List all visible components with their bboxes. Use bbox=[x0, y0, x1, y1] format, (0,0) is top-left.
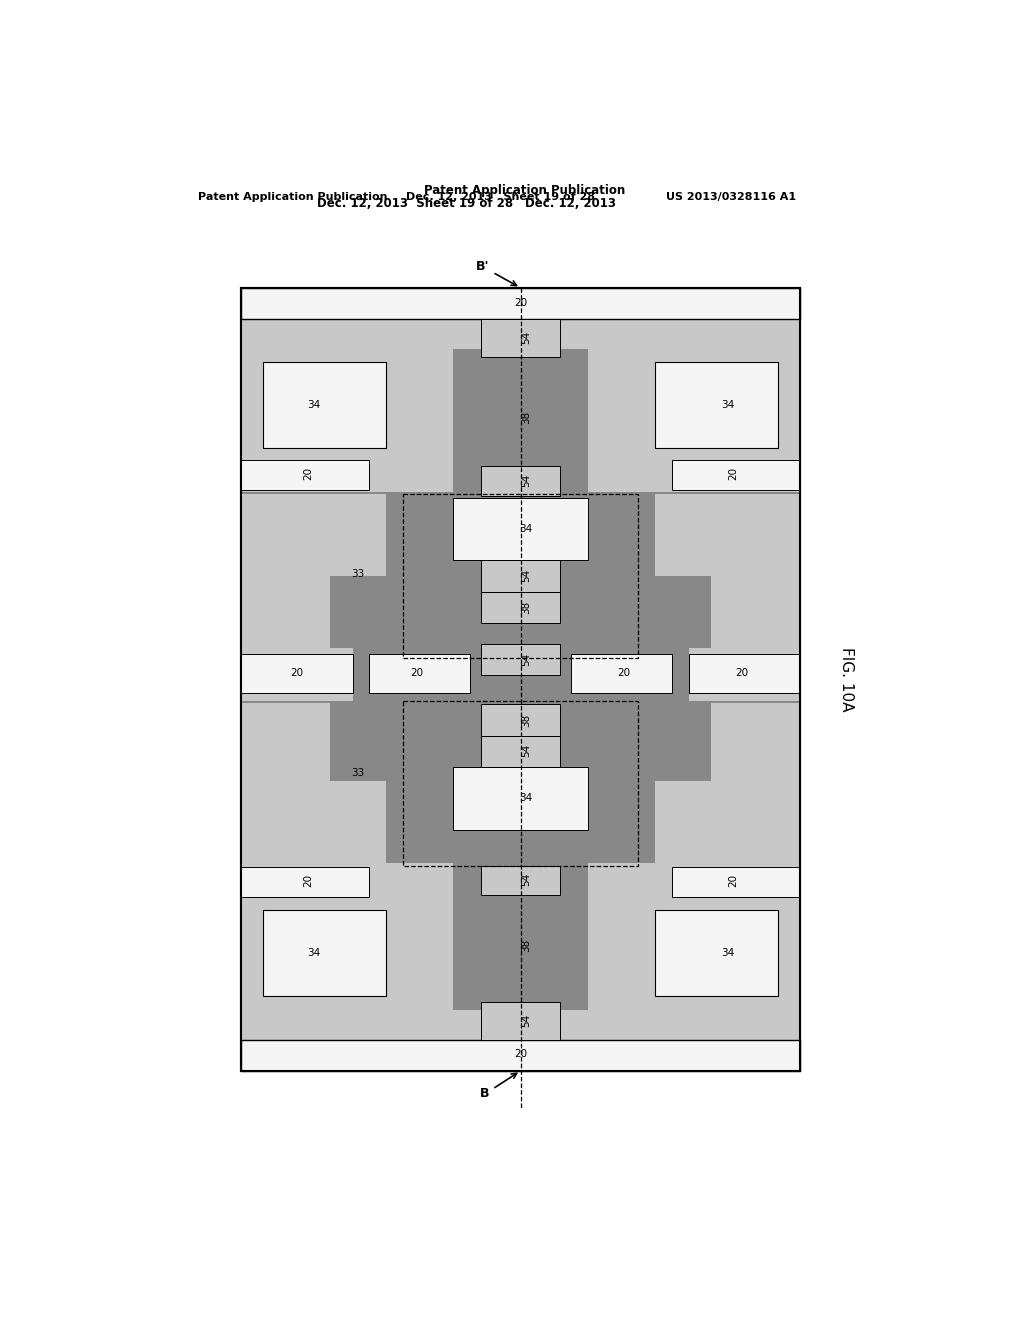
Bar bbox=[454, 767, 588, 830]
Bar bbox=[263, 362, 386, 449]
Text: 33: 33 bbox=[351, 569, 365, 578]
Text: 54: 54 bbox=[521, 873, 531, 887]
Text: 20: 20 bbox=[290, 668, 303, 678]
Text: 38: 38 bbox=[521, 601, 531, 614]
Bar bbox=[241, 884, 454, 1041]
Bar bbox=[588, 470, 801, 492]
Bar bbox=[241, 288, 801, 319]
Text: 20: 20 bbox=[728, 467, 738, 480]
Text: Dec. 12, 2013  Sheet 19 of 28: Dec. 12, 2013 Sheet 19 of 28 bbox=[317, 197, 513, 210]
Text: 38: 38 bbox=[521, 939, 531, 952]
Bar bbox=[588, 863, 801, 886]
Bar bbox=[711, 576, 801, 655]
Bar bbox=[481, 319, 560, 356]
Text: 54: 54 bbox=[521, 652, 531, 665]
Bar bbox=[241, 576, 330, 655]
Bar bbox=[241, 470, 454, 492]
Bar bbox=[241, 693, 352, 701]
Text: 20: 20 bbox=[514, 1048, 527, 1059]
Text: 20: 20 bbox=[735, 668, 749, 678]
Bar bbox=[481, 644, 560, 676]
Bar bbox=[655, 494, 801, 576]
Bar bbox=[241, 702, 330, 781]
Bar bbox=[481, 866, 560, 895]
Text: 54: 54 bbox=[521, 744, 531, 758]
Bar bbox=[688, 655, 801, 693]
Text: 20: 20 bbox=[303, 467, 313, 480]
Bar bbox=[241, 1010, 801, 1040]
Bar bbox=[241, 319, 801, 348]
Text: 33: 33 bbox=[351, 768, 365, 779]
Bar bbox=[711, 702, 801, 781]
Text: 34: 34 bbox=[519, 792, 532, 803]
Text: 38: 38 bbox=[521, 713, 531, 726]
Bar bbox=[481, 735, 560, 767]
Bar bbox=[241, 655, 352, 693]
Bar bbox=[370, 655, 470, 693]
Bar bbox=[655, 911, 778, 997]
Bar bbox=[241, 461, 370, 490]
Text: 34: 34 bbox=[307, 400, 321, 411]
Bar bbox=[481, 591, 560, 623]
Text: 34: 34 bbox=[721, 948, 734, 958]
Text: 34: 34 bbox=[519, 524, 532, 535]
Text: 34: 34 bbox=[307, 948, 321, 958]
Text: 34: 34 bbox=[721, 400, 734, 411]
Bar bbox=[655, 781, 801, 863]
Text: Dec. 12, 2013   Sheet 19 of 28: Dec. 12, 2013 Sheet 19 of 28 bbox=[406, 191, 595, 202]
Bar bbox=[403, 494, 638, 659]
Text: Patent Application Publication: Patent Application Publication bbox=[424, 185, 626, 197]
Bar bbox=[688, 693, 801, 701]
Bar bbox=[588, 884, 801, 1041]
Text: B: B bbox=[480, 1073, 517, 1101]
Text: 54: 54 bbox=[521, 569, 531, 582]
Text: 38: 38 bbox=[521, 411, 531, 424]
Bar bbox=[688, 648, 801, 656]
Bar bbox=[241, 781, 386, 863]
Bar bbox=[241, 494, 386, 576]
Bar bbox=[241, 648, 352, 656]
Text: 20: 20 bbox=[728, 874, 738, 887]
Bar bbox=[481, 560, 560, 591]
Text: 20: 20 bbox=[617, 668, 631, 678]
Bar bbox=[403, 701, 638, 866]
Bar bbox=[481, 1002, 560, 1040]
Bar bbox=[588, 884, 801, 1006]
Bar bbox=[241, 319, 454, 475]
Bar bbox=[241, 884, 454, 1006]
Text: 20: 20 bbox=[411, 668, 424, 678]
Bar bbox=[655, 362, 778, 449]
Text: B': B' bbox=[476, 260, 516, 285]
Bar bbox=[241, 1040, 801, 1071]
Text: 54: 54 bbox=[521, 330, 531, 343]
Bar bbox=[481, 466, 560, 496]
Bar bbox=[672, 461, 801, 490]
Bar bbox=[241, 348, 454, 470]
Text: Dec. 12, 2013: Dec. 12, 2013 bbox=[524, 197, 615, 210]
Bar bbox=[454, 498, 588, 560]
Text: 54: 54 bbox=[521, 474, 531, 487]
Text: 54: 54 bbox=[521, 1014, 531, 1027]
Text: FIG. 10A: FIG. 10A bbox=[839, 647, 854, 711]
Text: 20: 20 bbox=[514, 298, 527, 309]
Bar bbox=[241, 288, 801, 1071]
Bar bbox=[672, 867, 801, 898]
Bar bbox=[263, 911, 386, 997]
Bar bbox=[588, 348, 801, 470]
Bar bbox=[481, 705, 560, 735]
Bar bbox=[241, 867, 370, 898]
Bar bbox=[241, 288, 801, 1071]
Bar bbox=[571, 655, 672, 693]
Bar bbox=[241, 863, 454, 886]
Text: Patent Application Publication: Patent Application Publication bbox=[198, 191, 387, 202]
Text: US 2013/0328116 A1: US 2013/0328116 A1 bbox=[666, 191, 797, 202]
Text: 20: 20 bbox=[303, 874, 313, 887]
Bar bbox=[588, 319, 801, 475]
